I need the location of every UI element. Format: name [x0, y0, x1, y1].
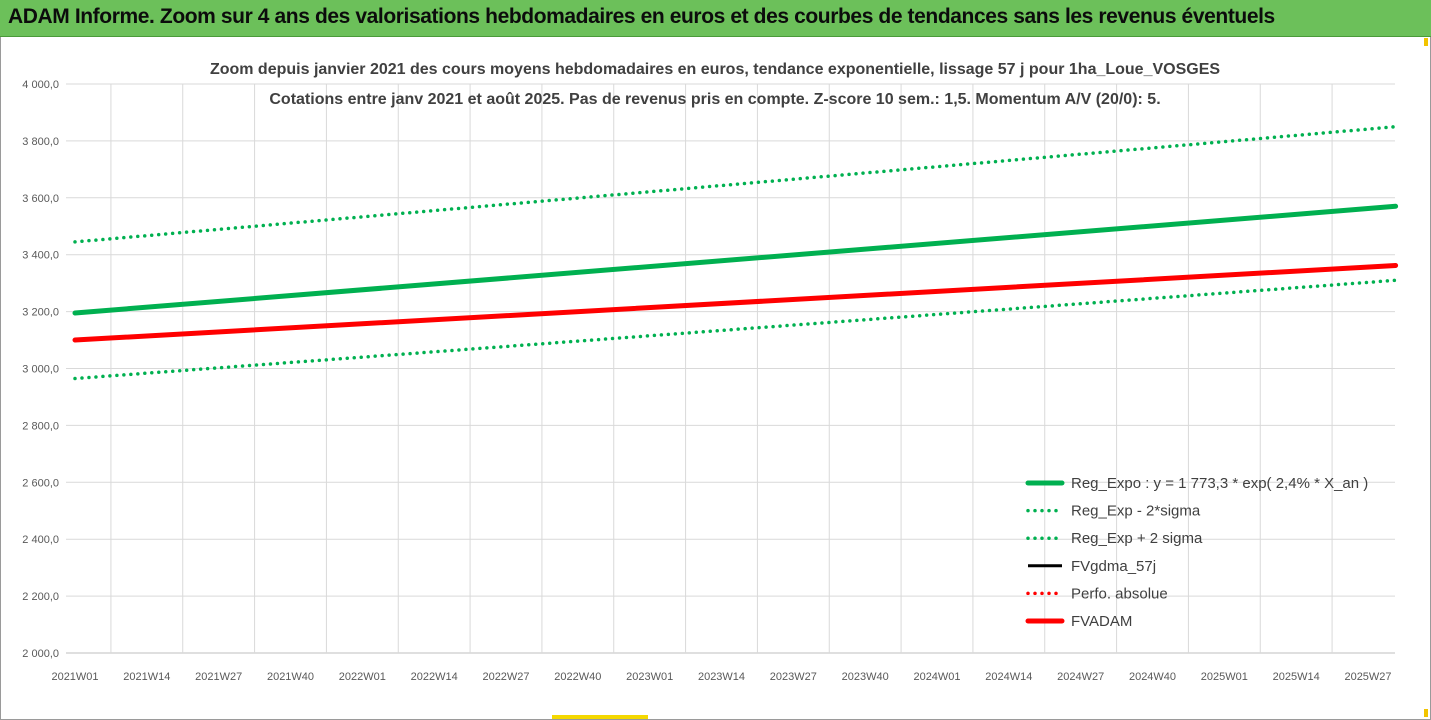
legend-label: FVADAM — [1071, 613, 1132, 630]
y-tick-label: 3 000,0 — [22, 364, 59, 376]
y-tick-label: 2 600,0 — [22, 477, 59, 489]
y-tick-label: 2 400,0 — [22, 534, 59, 546]
corner-marker-top — [1424, 38, 1428, 46]
x-tick-label: 2021W40 — [267, 671, 314, 683]
legend-label: FVgdma_57j — [1071, 558, 1156, 575]
chart-legend: Reg_Expo : y = 1 773,3 * exp( 2,4% * X_a… — [1025, 475, 1368, 630]
y-tick-label: 2 200,0 — [22, 591, 59, 603]
series-line-2 — [73, 124, 1398, 244]
x-tick-label: 2022W14 — [411, 671, 458, 683]
x-tick-label: 2023W40 — [842, 671, 889, 683]
x-tick-label: 2025W27 — [1344, 671, 1391, 683]
y-tick-label: 3 200,0 — [22, 307, 59, 319]
y-tick-label: 3 800,0 — [22, 136, 59, 148]
chart-title: Zoom depuis janvier 2021 des cours moyen… — [210, 61, 1220, 78]
y-axis-ticks: 2 000,0 2 200,0 2 400,0 2 600,0 2 800,0 3 000… — [22, 79, 59, 660]
legend-label: Reg_Expo : y = 1 773,3 * exp( 2,4% * X_a… — [1071, 475, 1368, 492]
series-line-0 — [72, 203, 1399, 316]
y-tick-label: 2 000,0 — [22, 648, 59, 660]
x-tick-label: 2023W27 — [770, 671, 817, 683]
y-tick-label: 4 000,0 — [22, 79, 59, 91]
x-tick-label: 2021W27 — [195, 671, 242, 683]
bottom-highlight-bar — [552, 715, 648, 719]
x-tick-label: 2024W14 — [985, 671, 1032, 683]
chart-subtitle: Cotations entre janv 2021 et août 2025. … — [269, 91, 1160, 108]
x-tick-label: 2024W27 — [1057, 671, 1104, 683]
x-axis-ticks: 2021W01 2021W14 2021W27 2021W40 2022W01 2022W… — [51, 671, 1391, 683]
gridlines — [66, 83, 1395, 654]
x-tick-label: 2021W01 — [51, 671, 98, 683]
x-tick-label: 2024W40 — [1129, 671, 1176, 683]
x-tick-label: 2025W14 — [1273, 671, 1320, 683]
x-tick-label: 2022W40 — [554, 671, 601, 683]
y-tick-label: 2 800,0 — [22, 420, 59, 432]
x-tick-label: 2022W27 — [482, 671, 529, 683]
x-tick-label: 2023W14 — [698, 671, 745, 683]
legend-label: Reg_Exp + 2 sigma — [1071, 530, 1203, 547]
legend-label: Reg_Exp - 2*sigma — [1071, 503, 1201, 520]
header-title: ADAM Informe. Zoom sur 4 ans des valoris… — [8, 5, 1275, 28]
legend-label: Perfo. absolue — [1071, 585, 1168, 602]
series-lines — [72, 124, 1399, 381]
y-tick-label: 3 600,0 — [22, 193, 59, 205]
series-line-5 — [72, 263, 1399, 343]
corner-marker-bottom — [1424, 709, 1428, 717]
y-tick-label: 3 400,0 — [22, 250, 59, 262]
x-tick-label: 2024W01 — [913, 671, 960, 683]
x-tick-label: 2021W14 — [123, 671, 170, 683]
x-tick-label: 2022W01 — [339, 671, 386, 683]
x-tick-label: 2025W01 — [1201, 671, 1248, 683]
header-bar: ADAM Informe. Zoom sur 4 ans des valoris… — [0, 0, 1431, 37]
x-tick-label: 2023W01 — [626, 671, 673, 683]
